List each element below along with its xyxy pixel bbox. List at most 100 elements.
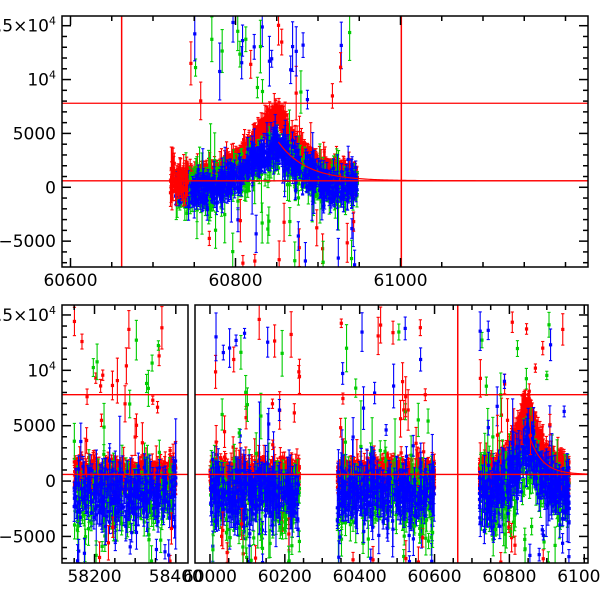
data-point <box>288 174 292 178</box>
data-point <box>274 160 278 164</box>
data-point <box>271 122 275 127</box>
data-point <box>248 151 253 155</box>
data-point <box>219 163 224 167</box>
data-point <box>244 190 248 194</box>
data-point <box>218 166 222 170</box>
data-point <box>338 167 342 171</box>
data-point <box>273 126 277 130</box>
data-point <box>313 194 317 198</box>
data-point <box>296 149 300 153</box>
data-point <box>346 157 350 162</box>
data-point <box>331 181 335 185</box>
data-point <box>224 176 228 180</box>
data-point <box>273 111 277 115</box>
data-point <box>266 122 271 126</box>
data-point <box>307 160 311 164</box>
data-point <box>252 138 256 142</box>
data-point <box>239 164 243 169</box>
data-point <box>327 190 331 194</box>
data-point <box>303 154 307 158</box>
data-point <box>279 124 283 128</box>
data-point <box>276 166 281 170</box>
data-point <box>232 159 236 163</box>
data-point <box>284 113 288 117</box>
data-point <box>285 183 290 187</box>
data-point <box>346 183 350 188</box>
data-point <box>348 183 352 187</box>
data-point <box>251 182 256 186</box>
data-point <box>288 135 293 140</box>
data-point <box>267 162 271 166</box>
data-point <box>231 181 235 185</box>
data-point <box>215 167 219 171</box>
data-point <box>281 126 285 130</box>
data-point <box>303 143 307 148</box>
data-point <box>225 191 229 195</box>
data-point <box>354 166 358 170</box>
data-point <box>224 151 229 155</box>
data-point <box>334 185 338 189</box>
data-point <box>191 173 195 178</box>
data-point <box>190 201 194 205</box>
data-point <box>226 167 231 171</box>
data-point <box>343 199 347 203</box>
data-point <box>288 130 292 134</box>
data-point <box>248 167 252 171</box>
data-point <box>331 166 336 170</box>
data-point <box>309 160 313 165</box>
data-point <box>296 158 300 162</box>
data-point <box>254 136 258 140</box>
data-point <box>228 161 232 166</box>
data-point <box>186 204 191 209</box>
data-point <box>300 152 304 156</box>
data-point <box>290 160 294 164</box>
data-point <box>185 162 189 166</box>
data-point <box>234 173 239 178</box>
data-point <box>257 124 261 128</box>
data-point <box>189 166 193 170</box>
data-point <box>225 163 230 167</box>
data-point <box>192 203 196 207</box>
data-point <box>227 182 232 186</box>
data-point <box>262 130 266 134</box>
data-point <box>253 158 257 162</box>
data-point <box>295 143 299 147</box>
data-point <box>291 151 295 156</box>
data-point <box>284 124 288 128</box>
data-point <box>209 197 213 202</box>
data-point <box>237 156 241 160</box>
data-point <box>265 118 269 122</box>
data-point <box>281 118 285 122</box>
data-point <box>286 132 290 136</box>
data-point <box>254 155 258 159</box>
data-point <box>205 205 209 209</box>
data-point <box>313 162 317 166</box>
data-point <box>342 160 346 164</box>
top-panel-data <box>168 16 359 267</box>
data-point <box>189 191 193 195</box>
data-point <box>236 189 241 193</box>
data-point <box>314 153 318 157</box>
data-point <box>233 171 237 175</box>
data-point <box>288 142 293 146</box>
data-point <box>329 166 333 171</box>
data-point <box>228 176 232 180</box>
data-point <box>306 172 310 177</box>
data-point <box>264 116 268 120</box>
data-point <box>212 197 216 201</box>
data-point <box>264 122 268 126</box>
data-point <box>270 111 274 115</box>
data-point <box>292 164 296 168</box>
data-point <box>246 147 250 151</box>
data-point <box>278 114 282 118</box>
data-point <box>262 142 266 146</box>
data-point <box>275 116 279 120</box>
data-point <box>315 192 319 197</box>
data-point <box>274 103 278 107</box>
data-point <box>337 181 341 185</box>
data-point <box>281 110 286 114</box>
data-point <box>208 200 212 205</box>
data-point <box>238 166 242 170</box>
data-point <box>261 117 265 121</box>
